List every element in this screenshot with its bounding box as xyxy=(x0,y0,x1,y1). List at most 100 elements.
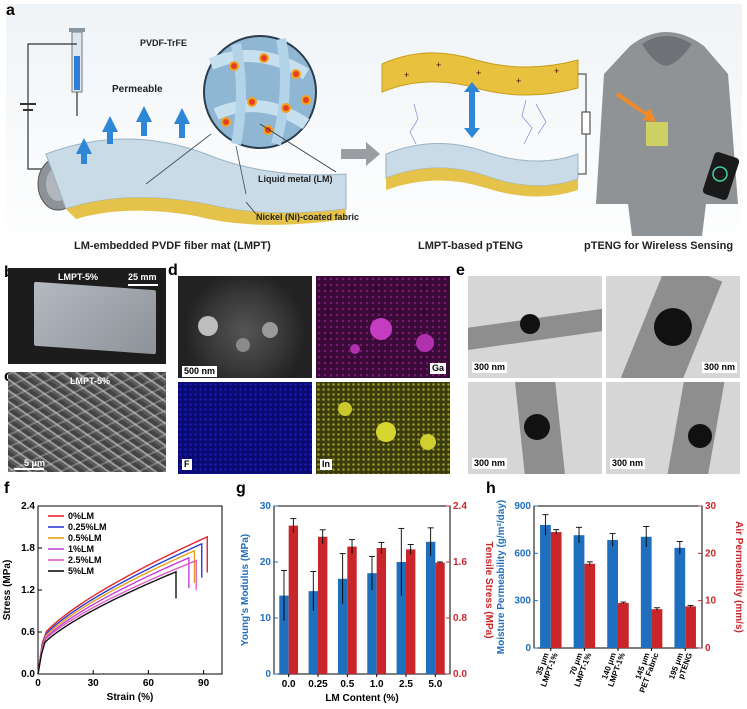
bar-right-series xyxy=(376,548,387,674)
y-right-tick-label: 10 xyxy=(705,596,717,607)
svg-text:+: + xyxy=(404,70,409,80)
panel-d-f-map: F xyxy=(178,382,312,474)
y-left-axis-label: Moisture Permeability (g/m²/day) xyxy=(496,500,507,654)
bar-left-series xyxy=(396,562,406,674)
location-arrow-icon xyxy=(616,92,656,122)
bar-left-series xyxy=(308,591,318,674)
bar-left-series xyxy=(674,547,686,648)
x-tick-label: 2.5 xyxy=(399,679,413,690)
y-tick-label: 1.8 xyxy=(21,543,35,554)
legend-label: 0.25%LM xyxy=(68,522,107,532)
y-right-tick-label: 2.4 xyxy=(453,501,467,512)
hoodie-icon xyxy=(596,32,738,236)
panel-label-e: e xyxy=(456,262,465,279)
panel-e-tem-2: 300 nm xyxy=(606,276,740,378)
permeable-label: Permeable xyxy=(112,84,163,95)
y-right-tick-label: 30 xyxy=(705,501,717,512)
bar-right-series xyxy=(550,532,562,648)
y-tick-label: 0.0 xyxy=(21,669,35,680)
panel-e-tem-1: 300 nm xyxy=(468,276,602,378)
svg-text:+: + xyxy=(436,60,441,70)
bar-right-series xyxy=(318,536,328,674)
discharge-icon xyxy=(409,99,547,145)
y-right-axis-label: Tensile Stress (MPa) xyxy=(483,541,494,638)
stress-strain-curve xyxy=(37,535,208,675)
y-left-tick-label: 20 xyxy=(260,557,272,568)
legend-label: 5%LM xyxy=(68,566,94,576)
bar-right-series xyxy=(584,563,596,648)
element-label-in: In xyxy=(320,459,332,470)
caption-teng: LMPT-based pTENG xyxy=(418,240,524,252)
svg-text:+: + xyxy=(516,76,521,86)
scale-bar-c xyxy=(14,468,44,470)
stress-strain-curve xyxy=(37,542,203,675)
permeable-arrows-icon xyxy=(76,106,190,164)
bar-left-series xyxy=(640,536,652,648)
chart-f-stress-strain: 0 30 60 90 0.0 0.6 1.2 1.8 2.4 Strain (%) Stress (… xyxy=(2,501,223,703)
panel-a-schematic: + + + + + PVDF-TrFE Permeable Liquid metal (… xyxy=(6,4,742,262)
y-axis-label: Stress (MPa) xyxy=(2,560,13,621)
fabric-label: Nickel (Ni)-coated fabric xyxy=(256,212,360,222)
y-left-tick-label: 900 xyxy=(514,501,531,512)
x-axis-label: LM Content (%) xyxy=(325,693,398,704)
bar-right-series xyxy=(685,606,696,648)
chart-g-mechanical: 0 10 20 30 0.0 0.8 1.6 2.4 0.0 0.25 0.5 1.0 2.5 5.0 LM… xyxy=(240,501,494,704)
stress-strain-curve xyxy=(37,570,177,675)
panel-label-f: f xyxy=(4,480,10,497)
bar-left-series xyxy=(607,539,618,648)
y-left-tick-label: 300 xyxy=(514,596,531,607)
bar-left-series xyxy=(279,595,289,674)
y-left-axis-label: Young's Modulus (MPa) xyxy=(240,534,251,646)
x-tick-label: 5.0 xyxy=(428,679,442,690)
panel-a-illustration: + + + + + xyxy=(20,28,740,236)
svg-text:+: + xyxy=(554,66,559,76)
polymer-label: PVDF-TrFE xyxy=(140,38,188,48)
y-left-tick-label: 30 xyxy=(260,501,272,512)
panel-e-tem-4: 300 nm xyxy=(606,382,740,474)
panel-label-g: g xyxy=(236,480,246,497)
svg-text:+: + xyxy=(476,68,481,78)
x-tick-label: 30 xyxy=(88,678,100,689)
y-right-tick-label: 0 xyxy=(705,643,711,654)
scale-label-b: 25 mm xyxy=(128,272,157,282)
y-right-tick-label: 0.0 xyxy=(453,669,467,680)
y-right-tick-label: 0.8 xyxy=(453,613,467,624)
legend-label: 0.5%LM xyxy=(68,533,102,543)
legend-label: 2.5%LM xyxy=(68,555,102,565)
y-right-axis-label: Air Permeability (mm/s) xyxy=(733,521,744,633)
y-tick-label: 1.2 xyxy=(21,585,35,596)
plot-frame xyxy=(37,505,223,675)
syringe-icon xyxy=(69,28,85,116)
liquid-metal-label: Liquid metal (LM) xyxy=(258,174,333,184)
caption-lmpt: LM-embedded PVDF fiber mat (LMPT) xyxy=(74,240,271,252)
bar-right-series xyxy=(288,525,299,674)
y-right-tick-label: 20 xyxy=(705,548,717,559)
panel-label-d: d xyxy=(168,262,178,279)
legend-label: 1%LM xyxy=(68,544,94,554)
x-tick-label: 0 xyxy=(35,678,41,689)
x-tick-label: 60 xyxy=(143,678,155,689)
sample-label-c: LMPT-5% xyxy=(70,376,111,386)
plot-frame xyxy=(273,505,451,675)
scale-label-e4: 300 nm xyxy=(610,458,646,469)
panel-d-in-map: In xyxy=(316,382,450,474)
sample-label-b: LMPT-5% xyxy=(58,272,99,282)
y-tick-label: 0.6 xyxy=(21,627,35,638)
nickel-fabric xyxy=(66,197,346,225)
stress-strain-curve xyxy=(37,559,197,675)
bar-right-series xyxy=(435,562,445,674)
panel-d-ga-map: Ga xyxy=(316,276,450,378)
scale-label-e2: 300 nm xyxy=(702,362,738,373)
bar-left-series xyxy=(425,541,436,674)
scale-label-e1: 300 nm xyxy=(472,362,508,373)
y-left-tick-label: 0 xyxy=(525,643,531,654)
caption-wireless: pTENG for Wireless Sensing xyxy=(584,240,734,252)
bar-left-series xyxy=(367,573,377,674)
bar-left-series xyxy=(573,535,585,648)
smartphone-icon xyxy=(702,152,740,200)
scale-label-d: 500 nm xyxy=(182,366,218,377)
bar-right-series xyxy=(347,546,357,674)
panel-label-a: a xyxy=(6,2,15,19)
y-tick-label: 2.4 xyxy=(21,501,35,512)
bar-right-series xyxy=(618,603,629,648)
